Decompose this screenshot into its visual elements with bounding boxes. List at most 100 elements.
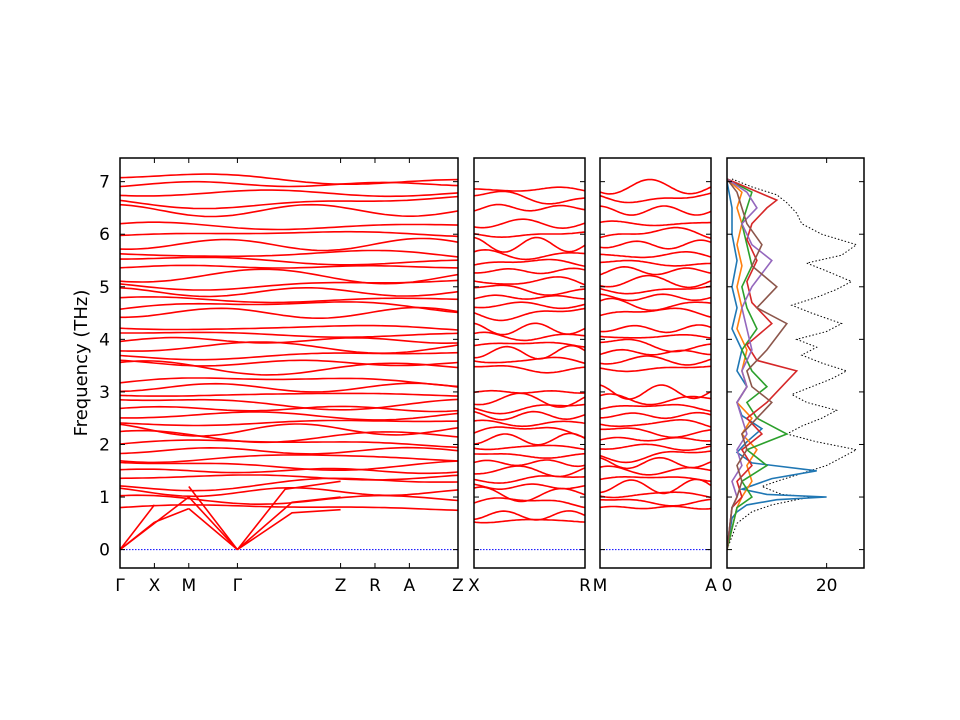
band-panel-3-band-18 <box>600 348 711 356</box>
band-panel-3-band-28 <box>600 259 711 267</box>
band-panel-1-acoustic-9 <box>236 480 341 551</box>
band-panel-1-band-5 <box>120 467 458 475</box>
y-axis: 0 1 2 3 4 5 6 7 <box>99 173 110 561</box>
band-panel-1-band-3 <box>120 477 458 492</box>
band-panel-2-band-29 <box>474 258 585 267</box>
band-panel-1-xtick-label-0: Γ <box>115 576 125 596</box>
band-panel-1-band-35 <box>120 237 458 252</box>
ytick-label-3: 3 <box>99 383 110 403</box>
band-panel-1-band-17 <box>120 382 458 393</box>
band-panel-2-band-28 <box>474 267 585 275</box>
band-panel-2-band-34 <box>474 203 585 212</box>
band-panel-1-band-20 <box>120 359 458 367</box>
ytick-label-2: 2 <box>99 435 110 455</box>
band-panel-1-band-27 <box>120 301 458 314</box>
band-panel-2-band-33 <box>474 218 585 230</box>
ytick-label-5: 5 <box>99 278 110 298</box>
ytick-label-1: 1 <box>99 488 110 508</box>
band-panel-3-band-11 <box>600 419 711 428</box>
total-dos-line <box>727 178 858 550</box>
band-panel-2-band-8 <box>474 452 585 459</box>
band-panel-1-acoustic-5 <box>188 496 238 551</box>
band-panel-3-band-1 <box>600 498 711 507</box>
band-panel-1-band-42 <box>120 173 458 185</box>
band-panel-2-band-30 <box>474 248 585 261</box>
band-panel-1-band-38 <box>120 203 458 218</box>
band-panel-1-xtick-label-3: Γ <box>233 576 243 596</box>
band-panel-1-band-23 <box>120 336 458 344</box>
band-panel-1-band-14 <box>120 405 458 413</box>
band-panel-1-xtick-label-7: Z <box>452 576 464 596</box>
band-panel-1-band-13 <box>120 411 458 421</box>
band-panel-1-xtick-label-2: M <box>181 576 196 596</box>
band-panel-1-band-29 <box>120 287 458 298</box>
band-panel-2-xtick-label-0: X <box>468 576 480 596</box>
band-panel-1-acoustic-2 <box>120 496 190 551</box>
band-panel-2-frame <box>473 157 586 569</box>
band-panel-1-acoustic-6 <box>188 486 239 551</box>
band-panel-2-band-13 <box>474 410 585 421</box>
band-panel-1-band-32 <box>120 264 458 269</box>
band-panel-3-band-4 <box>600 476 711 483</box>
ytick-label-0: 0 <box>99 541 110 561</box>
band-panel-2-band-35 <box>474 190 585 205</box>
band-panel-1-band-7 <box>120 454 458 464</box>
band-panel-2-band-24 <box>474 301 585 310</box>
band-panel-2-band-23 <box>474 307 585 322</box>
band-panel-2-band-20 <box>474 341 585 348</box>
band-panel-3-band-21 <box>600 324 711 334</box>
band-panel-1-xtick-label-6: A <box>404 576 416 596</box>
band-panel-1-xtick-label-5: R <box>369 576 381 596</box>
band-panel-3-band-31 <box>600 226 711 240</box>
band-panel-3-band-0 <box>600 505 711 510</box>
pdos-line-5 <box>727 178 789 550</box>
pdos-line-2 <box>727 178 789 550</box>
band-panel-1-xtick-label-4: Z <box>335 576 347 596</box>
band-panel-1-band-6 <box>120 460 458 471</box>
band-panel-2-band-12 <box>474 419 585 428</box>
pdos-line-0 <box>727 181 827 550</box>
band-panel-2-band-0 <box>474 518 585 524</box>
band-panel-2-band-25 <box>474 294 585 300</box>
band-panel-3-band-35 <box>600 178 711 195</box>
band-panel-2-band-17 <box>474 365 585 374</box>
pdos-line-4 <box>727 178 773 550</box>
band-panel-3-band-20 <box>600 334 711 339</box>
band-panel-1-band-1 <box>120 494 458 505</box>
band-panel-1-acoustic-4 <box>188 507 238 551</box>
band-panel-3-frame <box>599 157 712 569</box>
band-panel-1-band-34 <box>120 249 458 258</box>
band-panel-1-band-36 <box>120 230 458 238</box>
dos-panel-frame <box>726 157 865 569</box>
band-panel-1-acoustic-1 <box>120 504 156 551</box>
band-panel-3-band-3 <box>600 478 711 495</box>
band-panel-2-band-10 <box>474 432 585 446</box>
band-panel-2-band-1 <box>474 510 585 521</box>
band-panel-2-band-7 <box>474 459 585 468</box>
band-panel-1-band-9 <box>120 439 458 449</box>
band-panel-3-band-24 <box>600 293 711 302</box>
dos-panel: 0 20 <box>722 157 865 596</box>
band-panel-3-band-34 <box>600 192 711 204</box>
band-panel-3-band-13 <box>600 403 711 412</box>
band-panel-3-band-15 <box>600 384 711 400</box>
band-panel-1-band-31 <box>120 268 458 285</box>
band-panel-3-band-25 <box>600 285 711 295</box>
band-panel-1-band-28 <box>120 296 458 304</box>
band-panel-1-band-40 <box>120 189 458 198</box>
band-panel-3-xtick-label-0: M <box>593 576 608 596</box>
band-panel-2-band-19 <box>474 344 585 360</box>
band-panel-3-band-7 <box>600 450 711 464</box>
band-panel-1-band-19 <box>120 360 458 376</box>
band-panel-2-xtick-label-1: R <box>579 576 591 596</box>
band-panel-1-xtick-label-1: X <box>149 576 161 596</box>
band-panel-2-band-22 <box>474 322 585 336</box>
band-panel-1-band-33 <box>120 256 458 266</box>
band-panel-1-band-16 <box>120 392 458 397</box>
band-panel-3-band-33 <box>600 205 711 216</box>
band-panel-1-band-12 <box>120 419 458 427</box>
band-panel-2-band-36 <box>474 186 585 192</box>
